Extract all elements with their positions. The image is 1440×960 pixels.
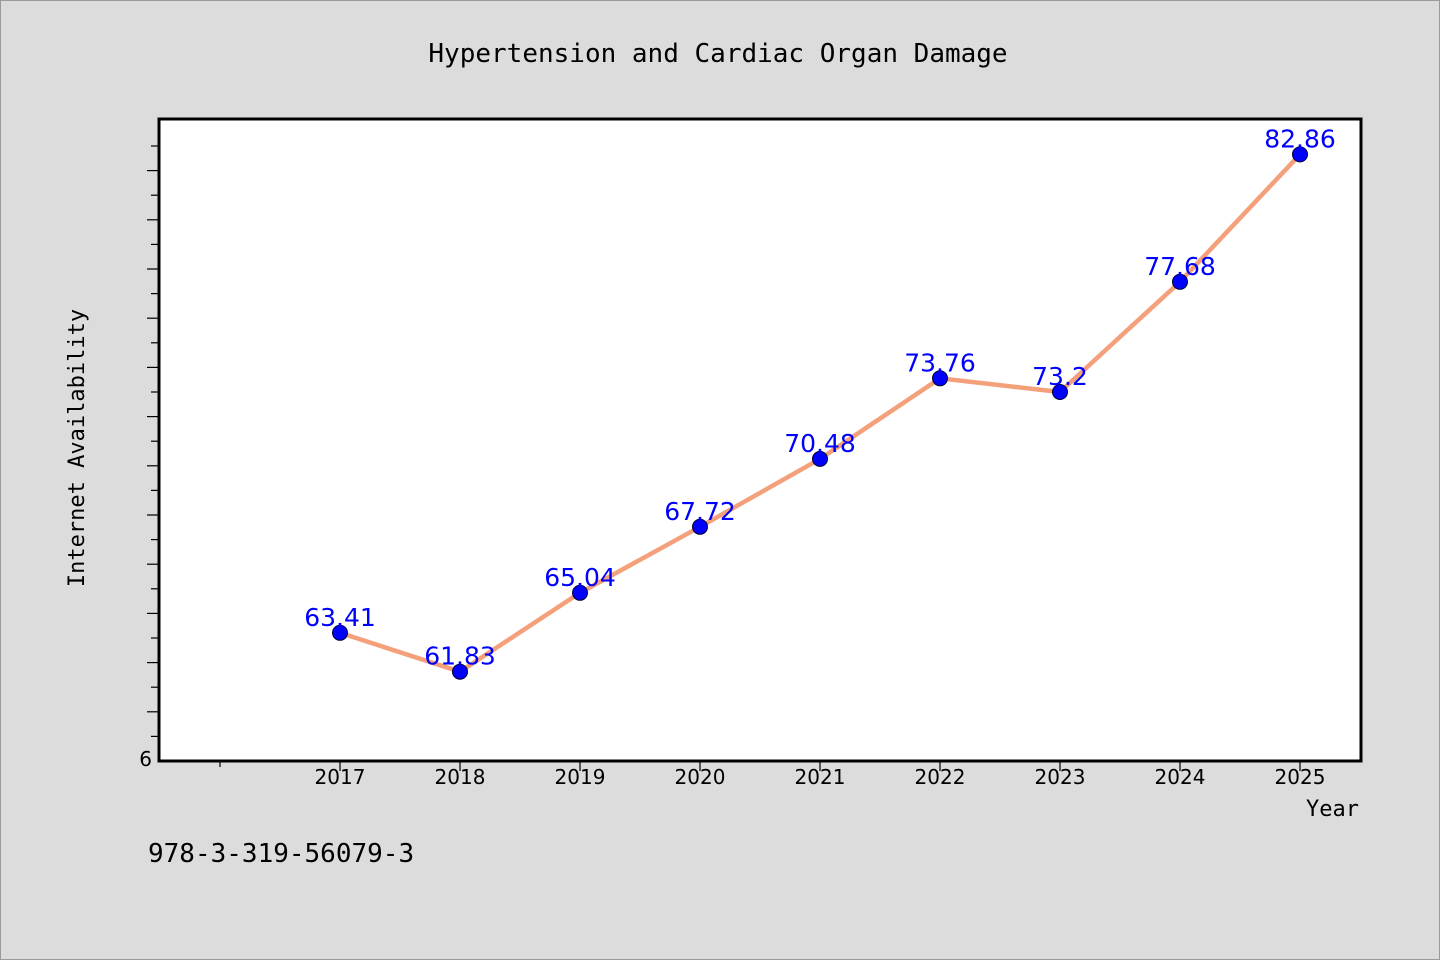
data-label: 65.04 [544,563,616,592]
data-point [692,518,708,535]
data-label: 61.83 [424,642,496,671]
x-tick-label: 2023 [1035,765,1086,789]
data-point [1172,273,1188,290]
x-tick-label: 2022 [915,765,966,789]
data-label: 82.86 [1264,124,1336,153]
data-point [812,450,828,467]
y-axis-ticks [147,145,159,738]
series-layer [332,146,1308,680]
chart-title: Hypertension and Cardiac Organ Damage [428,39,1007,69]
data-label: 67.72 [664,497,736,526]
plot-area [157,117,1363,763]
x-axis-tick-labels: 2017 2018 2019 2020 2021 2022 2023 2024 2025 [315,765,1326,789]
data-point [572,584,588,601]
data-point [1052,384,1068,400]
x-tick-label: 2017 [315,765,366,789]
data-point [932,370,948,387]
data-point [1292,146,1308,163]
data-label: 63.41 [304,603,376,632]
y-tick-label: 6 [139,747,152,771]
x-tick-label: 2018 [435,765,486,789]
x-axis-label: Year [1306,797,1359,822]
data-label: 77.68 [1144,252,1216,281]
data-label: 70.48 [784,429,856,458]
x-tick-label: 2019 [555,765,606,789]
x-tick-label: 2021 [795,765,846,789]
data-point [452,663,468,680]
data-point [332,624,348,641]
x-tick-label: 2024 [1155,765,1206,789]
x-axis-ticks [219,761,1301,771]
x-tick-label: 2025 [1275,765,1326,789]
data-labels: 63.41 61.83 65.04 67.72 70.48 73.76 73.2 77.68 8… [304,124,1336,670]
footer-isbn: 978-3-319-56079-3 [148,839,414,869]
data-label: 73.2 [1032,362,1088,391]
x-tick-label: 2020 [675,765,726,789]
y-axis-label: Internet Availability [65,309,90,587]
data-label: 73.76 [904,348,976,377]
